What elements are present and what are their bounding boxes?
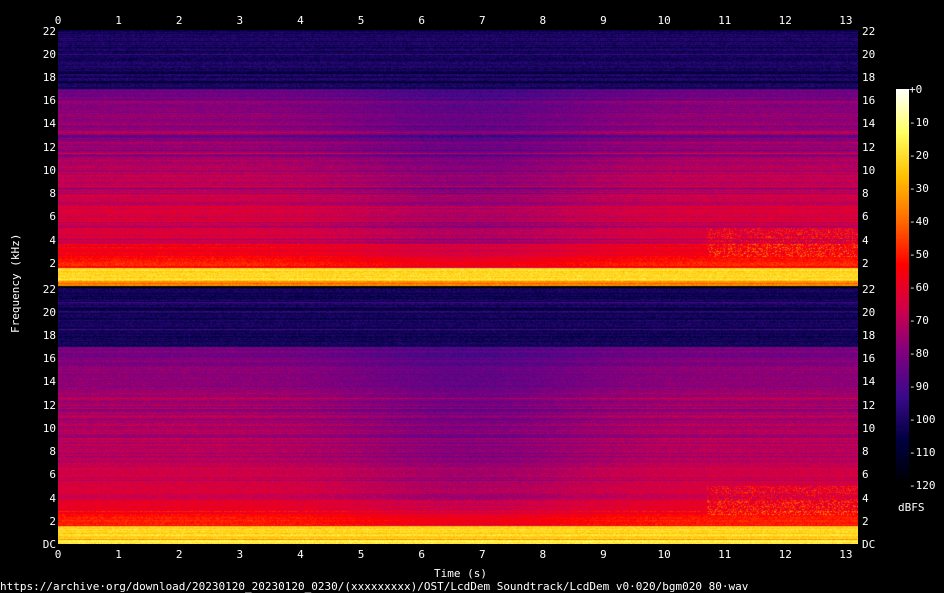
y-tick-left: 16	[42, 352, 56, 366]
colorbar-tick: -60	[909, 281, 929, 294]
y-tick-left: DC	[42, 538, 56, 551]
y-tick-left: 2	[49, 256, 56, 270]
y-tick-right: 8	[862, 445, 869, 459]
y-tick-right: 8	[862, 187, 869, 201]
y-tick-left: 6	[49, 468, 56, 482]
y-tick-left: 12	[42, 398, 56, 412]
y-tick-right: 10	[862, 163, 876, 177]
y-tick-left: 22	[42, 24, 56, 38]
y-tick-right: 20	[862, 305, 876, 319]
x-tick-bottom: 3	[236, 548, 244, 561]
x-tick-bottom: 12	[778, 548, 792, 561]
x-tick-top: 13	[839, 14, 853, 27]
y-tick-right: 16	[862, 94, 876, 108]
y-tick-left: 4	[49, 491, 56, 505]
x-tick-bottom: 1	[115, 548, 122, 561]
x-tick-bottom: 6	[418, 548, 425, 561]
y-tick-left: 4	[49, 233, 56, 247]
y-tick-right: 2	[862, 256, 869, 270]
y-tick-left: 20	[42, 305, 56, 319]
x-tick-bottom: 7	[478, 548, 486, 561]
y-tick-right: 18	[862, 71, 876, 85]
y-tick-right: 22	[862, 24, 876, 38]
colorbar-tick: -30	[909, 182, 929, 195]
y-tick-right: 16	[862, 352, 876, 366]
colorbar-tick: -110	[909, 446, 936, 459]
colorbar	[896, 89, 909, 485]
y-tick-left: 8	[49, 445, 56, 459]
y-tick-right: 2	[862, 514, 869, 528]
y-tick-right: 22	[862, 282, 876, 296]
y-tick-left: 2	[49, 514, 56, 528]
y-tick-left: 12	[42, 140, 56, 154]
y-tick-right: 20	[862, 47, 876, 61]
y-tick-right: 4	[862, 233, 869, 247]
spectrogram-heatmap	[58, 30, 858, 544]
y-tick-right: 12	[862, 140, 876, 154]
y-tick-right: 6	[862, 210, 869, 224]
x-tick-top: 10	[657, 14, 671, 27]
y-tick-right: 14	[862, 117, 876, 131]
x-axis-label: Time (s)	[434, 567, 487, 580]
x-tick-top: 8	[539, 14, 547, 27]
y-tick-right: 18	[862, 329, 876, 343]
y-tick-left: 20	[42, 47, 56, 61]
x-tick-top: 2	[175, 14, 183, 27]
x-tick-top: 4	[297, 14, 304, 27]
x-tick-bottom: 5	[357, 548, 365, 561]
colorbar-tick: -120	[909, 479, 936, 492]
colorbar-tick: -10	[909, 116, 929, 129]
y-tick-left: 18	[42, 71, 56, 85]
y-tick-left: 18	[42, 329, 56, 343]
x-tick-top: 6	[418, 14, 425, 27]
x-tick-bottom: 9	[600, 548, 607, 561]
y-tick-right: 4	[862, 491, 869, 505]
y-tick-right: 14	[862, 375, 876, 389]
y-tick-right: 6	[862, 468, 869, 482]
y-tick-left: 6	[49, 210, 56, 224]
x-tick-bottom: 0	[54, 548, 62, 561]
colorbar-tick: -20	[909, 149, 929, 162]
x-tick-bottom: 10	[657, 548, 671, 561]
x-tick-bottom: 2	[175, 548, 183, 561]
x-tick-bottom: 8	[539, 548, 547, 561]
y-tick-left: 22	[42, 282, 56, 296]
colorbar-tick: -50	[909, 248, 929, 261]
y-tick-right: 10	[862, 421, 876, 435]
x-tick-top: 5	[357, 14, 365, 27]
y-tick-right: 12	[862, 398, 876, 412]
colorbar-tick: -90	[909, 380, 929, 393]
x-tick-bottom: 4	[297, 548, 304, 561]
x-tick-top: 7	[478, 14, 486, 27]
x-tick-top: 0	[54, 14, 62, 27]
colorbar-label: dBFS	[898, 501, 925, 514]
colorbar-tick: -40	[909, 215, 929, 228]
y-tick-left: 14	[42, 375, 56, 389]
y-tick-left: 14	[42, 117, 56, 131]
y-tick-left: 8	[49, 187, 56, 201]
x-tick-top: 11	[718, 14, 732, 27]
source-url: https://archive·org/download/20230120_20…	[0, 580, 749, 593]
y-axis-label: Frequency (kHz)	[9, 233, 22, 333]
x-tick-bottom: 13	[839, 548, 853, 561]
colorbar-tick: +0	[909, 83, 923, 96]
colorbar-tick: -70	[909, 314, 929, 327]
y-tick-left: 10	[42, 421, 56, 435]
colorbar-tick: -80	[909, 347, 929, 360]
x-tick-top: 3	[236, 14, 244, 27]
x-tick-top: 9	[600, 14, 607, 27]
colorbar-tick: -100	[909, 413, 936, 426]
x-tick-top: 1	[115, 14, 122, 27]
y-tick-right: DC	[862, 538, 876, 551]
y-tick-left: 10	[42, 163, 56, 177]
x-tick-bottom: 11	[718, 548, 732, 561]
x-tick-top: 12	[778, 14, 792, 27]
y-tick-left: 16	[42, 94, 56, 108]
